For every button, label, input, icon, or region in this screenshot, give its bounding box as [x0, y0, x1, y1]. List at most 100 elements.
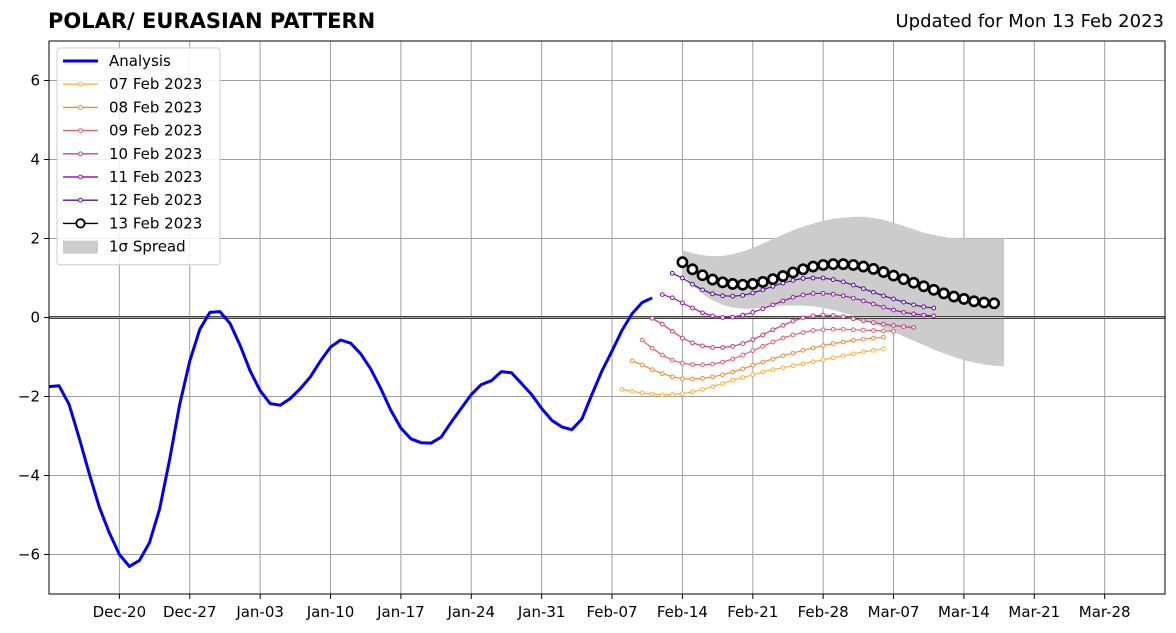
series-line-11-feb-2023: [662, 292, 934, 319]
data-point: [840, 353, 846, 359]
data-point: [680, 360, 685, 366]
data-point: [669, 357, 675, 363]
data-point: [659, 352, 665, 358]
legend-entry: Analysis: [63, 52, 171, 70]
data-point: [680, 391, 685, 397]
x-tick-label: Jan-17: [376, 603, 425, 621]
data-point: [850, 295, 856, 301]
data-point: [820, 291, 826, 296]
data-point: [756, 276, 769, 288]
data-point: [840, 279, 846, 285]
data-point: [810, 345, 816, 351]
data-point: [790, 318, 796, 324]
data-point: [911, 302, 917, 308]
data-point: [860, 318, 866, 324]
data-point: [800, 292, 806, 298]
data-point: [700, 287, 705, 293]
data-point: [619, 386, 625, 392]
data-point: [740, 352, 746, 358]
legend: Analysis 07 Feb 2023 08 Feb 2023 09 Feb 202…: [56, 47, 221, 266]
data-point: [740, 292, 746, 298]
data-point: [891, 328, 896, 334]
data-point: [830, 313, 836, 318]
data-point: [770, 367, 776, 373]
data-point: [746, 278, 759, 290]
data-point: [720, 359, 726, 365]
data-point: [720, 345, 726, 350]
legend-label: 08 Feb 2023: [109, 98, 202, 116]
y-tick-label: −2: [18, 388, 40, 406]
data-point: [850, 338, 856, 343]
data-point: [676, 256, 689, 269]
data-point: [800, 347, 806, 353]
data-point: [710, 384, 715, 390]
data-point: [817, 259, 830, 271]
chart-subtitle: Updated for Mon 13 Feb 2023: [895, 11, 1164, 32]
legend-entry: 09 Feb 2023: [63, 122, 202, 140]
data-point: [669, 328, 675, 334]
data-point: [827, 258, 840, 271]
data-point: [891, 296, 896, 302]
data-point: [917, 280, 930, 293]
data-point: [931, 313, 937, 319]
data-point: [750, 348, 756, 354]
data-point: [830, 277, 836, 282]
y-tick-label: −4: [18, 467, 40, 485]
data-point: [690, 376, 695, 382]
legend-marker: [78, 81, 83, 87]
legend-entry: 10 Feb 2023: [63, 145, 202, 163]
data-point: [810, 359, 816, 365]
data-point: [830, 326, 836, 332]
y-tick-label: −6: [18, 546, 40, 564]
data-point: [901, 299, 906, 305]
data-point: [649, 391, 655, 397]
legend-label: 13 Feb 2023: [109, 214, 202, 232]
legend-entry: 12 Feb 2023: [63, 191, 202, 209]
spread-band-layer: [682, 216, 1005, 367]
data-point: [881, 304, 886, 310]
data-point: [760, 359, 766, 365]
data-point: [881, 334, 886, 340]
data-point: [937, 287, 950, 300]
x-tick-label: Jan-24: [446, 603, 495, 621]
x-tick-label: Mar-21: [1008, 603, 1060, 621]
legend-marker: [75, 218, 86, 229]
data-point: [750, 372, 756, 378]
data-point: [810, 328, 816, 333]
data-point: [790, 350, 796, 356]
data-point: [690, 281, 695, 287]
data-point: [800, 315, 806, 321]
data-point: [830, 355, 836, 361]
y-tick-label: 2: [30, 230, 40, 248]
legend-entry: 13 Feb 2023: [63, 214, 202, 232]
data-point: [639, 362, 645, 368]
data-point: [887, 269, 900, 282]
chart-title: POLAR/ EURASIAN PATTERN: [48, 9, 376, 33]
data-point: [780, 365, 786, 371]
x-tick-label: Feb-21: [727, 603, 778, 621]
data-point: [740, 375, 746, 380]
data-point: [730, 343, 736, 349]
data-point: [659, 321, 665, 327]
data-point: [669, 392, 675, 397]
legend-label: 10 Feb 2023: [109, 145, 202, 163]
data-point: [840, 293, 846, 299]
x-tick-label: Feb-14: [657, 603, 708, 621]
legend-entry: 11 Feb 2023: [63, 168, 202, 186]
data-point: [680, 275, 685, 281]
data-point: [860, 349, 866, 355]
data-point: [927, 283, 940, 296]
data-point: [810, 291, 816, 296]
data-point: [860, 336, 866, 342]
data-point: [649, 345, 655, 351]
data-point: [968, 295, 980, 308]
legend-entry: 08 Feb 2023: [63, 98, 202, 116]
y-tick-label: 0: [30, 309, 40, 327]
data-point: [847, 259, 860, 271]
data-point: [680, 376, 685, 382]
data-point: [790, 277, 796, 283]
x-tick-label: Jan-03: [235, 603, 284, 621]
data-point: [867, 263, 880, 275]
data-point: [766, 273, 779, 286]
data-point: [690, 340, 695, 346]
